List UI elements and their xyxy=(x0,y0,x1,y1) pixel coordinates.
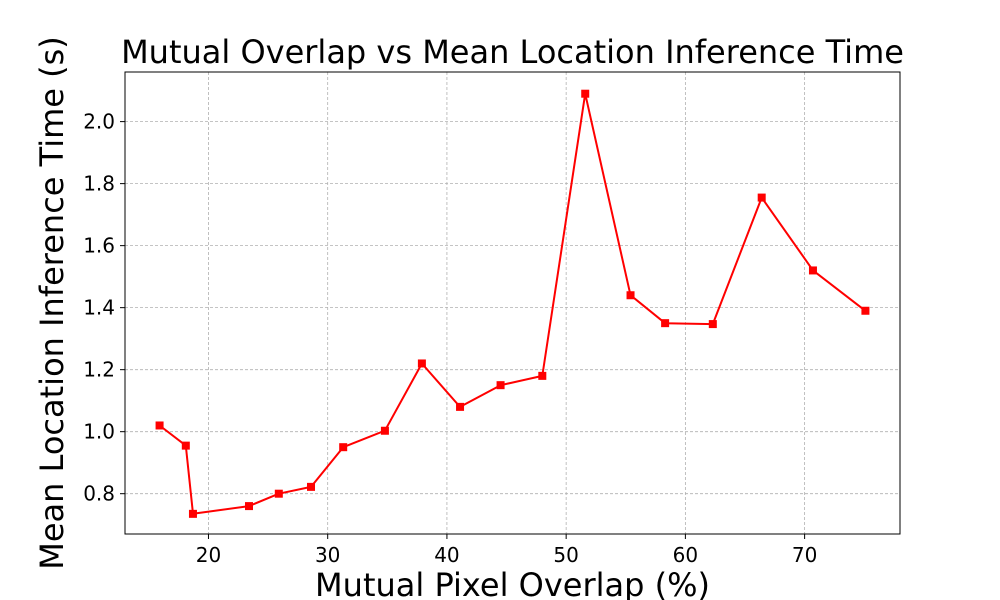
data-point xyxy=(456,402,465,411)
x-tick-label: 50 xyxy=(553,543,578,567)
y-tick-label: 0.8 xyxy=(83,482,115,506)
data-point xyxy=(538,371,547,380)
data-point xyxy=(861,306,870,315)
data-point xyxy=(380,426,389,435)
data-point xyxy=(581,89,590,98)
x-tick-label: 40 xyxy=(434,543,459,567)
x-axis-ticks: 20 30 40 50 60 70 xyxy=(196,534,817,567)
data-point xyxy=(245,502,253,511)
data-point xyxy=(155,421,164,430)
y-tick-label: 2.0 xyxy=(83,110,115,134)
data-point xyxy=(188,509,197,518)
data-point xyxy=(307,482,315,491)
y-tick-label: 1.4 xyxy=(83,296,115,320)
data-point xyxy=(626,291,635,300)
x-axis-label: Mutual Pixel Overlap (%) xyxy=(315,566,710,600)
data-point xyxy=(181,441,190,450)
data-point xyxy=(417,359,426,368)
y-tick-label: 1.6 xyxy=(83,234,115,258)
x-tick-label: 20 xyxy=(196,543,221,567)
plot-frame xyxy=(124,71,901,535)
x-tick-label: 70 xyxy=(792,543,817,567)
chart-title: Mutual Overlap vs Mean Location Inferenc… xyxy=(121,33,904,71)
data-point xyxy=(661,319,670,328)
x-tick-label: 60 xyxy=(673,543,698,567)
data-point xyxy=(274,489,283,498)
data-point xyxy=(757,193,766,202)
data-point xyxy=(339,443,348,452)
y-tick-label: 1.0 xyxy=(83,420,115,444)
y-tick-label: 1.8 xyxy=(83,172,115,196)
series-group xyxy=(155,89,870,518)
data-point xyxy=(496,381,505,390)
y-axis-label: Mean Location Inference Time (s) xyxy=(33,36,71,570)
y-axis-ticks: 0.8 1.0 1.2 1.4 1.6 1.8 2.0 xyxy=(83,110,125,506)
data-point xyxy=(708,320,717,329)
x-tick-label: 30 xyxy=(315,543,340,567)
grid-lines xyxy=(125,72,900,534)
data-point xyxy=(808,266,817,275)
y-tick-label: 1.2 xyxy=(83,358,115,382)
